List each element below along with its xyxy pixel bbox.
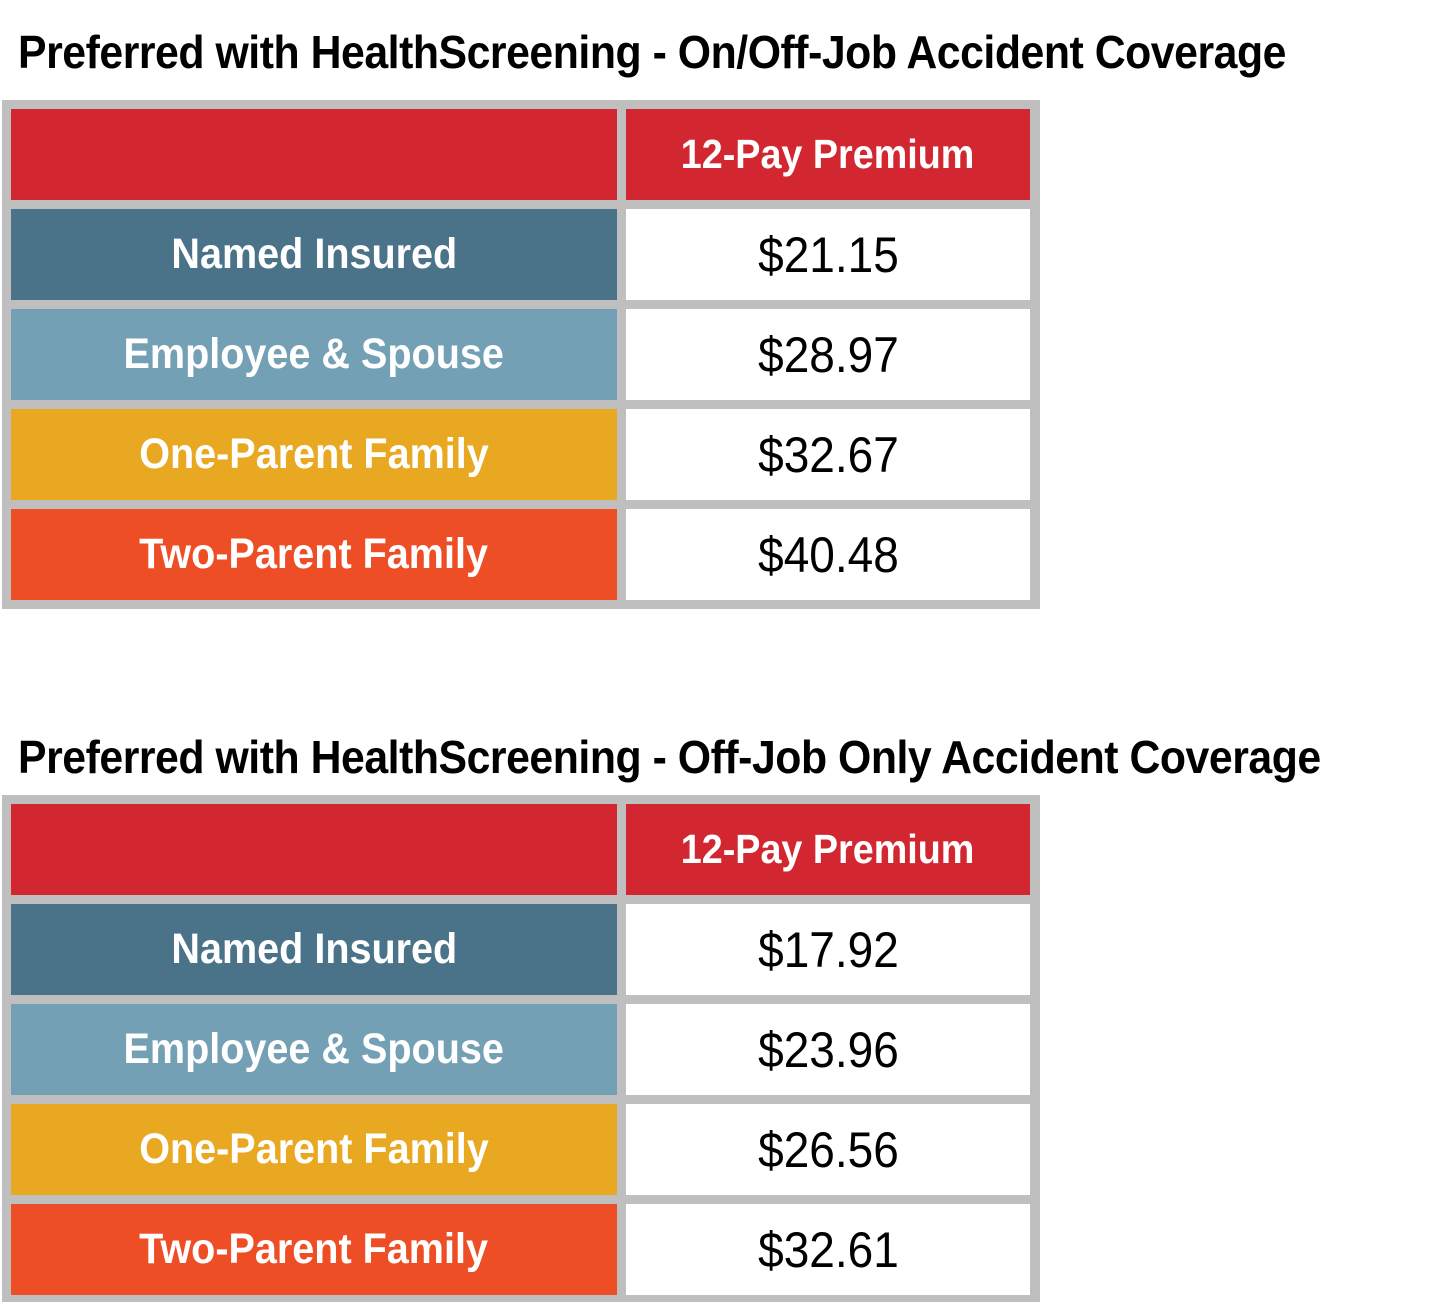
row-label: Two-Parent Family <box>139 530 489 578</box>
table2-premium-header-label: 12-Pay Premium <box>681 826 975 872</box>
row-label: Employee & Spouse <box>123 1025 505 1073</box>
row-value: $40.48 <box>757 526 899 583</box>
row-label: Named Insured <box>171 230 457 278</box>
row-label: Two-Parent Family <box>139 1225 489 1273</box>
table2-row-named-insured-label-cell: Named Insured <box>11 904 617 995</box>
table1-row-two-parent-family-value-cell: $40.48 <box>626 509 1030 600</box>
table2-row-employee-spouse-label-cell: Employee & Spouse <box>11 1004 617 1095</box>
table1-row-employee-spouse-label-cell: Employee & Spouse <box>11 309 617 400</box>
table2-header-corner-cell <box>11 804 617 895</box>
row-value: $23.96 <box>757 1021 899 1078</box>
table2-row-named-insured-value-cell: $17.92 <box>626 904 1030 995</box>
row-value: $32.67 <box>757 426 899 483</box>
rate-table-onoff-job: 12-Pay Premium Named Insured $21.15 Empl… <box>2 100 1040 609</box>
table2-row-one-parent-family-label-cell: One-Parent Family <box>11 1104 617 1195</box>
table1-row-one-parent-family-value-cell: $32.67 <box>626 409 1030 500</box>
table1-row-one-parent-family-label-cell: One-Parent Family <box>11 409 617 500</box>
row-value: $28.97 <box>757 326 899 383</box>
table1-header-corner-cell <box>11 109 617 200</box>
table1-row-named-insured-label-cell: Named Insured <box>11 209 617 300</box>
row-label: Employee & Spouse <box>123 330 505 378</box>
table2-row-two-parent-family-label-cell: Two-Parent Family <box>11 1204 617 1295</box>
rate-table-offjob-only: 12-Pay Premium Named Insured $17.92 Empl… <box>2 795 1040 1302</box>
table2-title: Preferred with HealthScreening - Off-Job… <box>18 731 1321 783</box>
row-value: $32.61 <box>757 1221 899 1278</box>
table1-premium-column-header: 12-Pay Premium <box>626 109 1030 200</box>
table1-row-named-insured-value-cell: $21.15 <box>626 209 1030 300</box>
table2-row-employee-spouse-value-cell: $23.96 <box>626 1004 1030 1095</box>
row-value: $26.56 <box>757 1121 899 1178</box>
row-value: $21.15 <box>757 226 899 283</box>
row-label: One-Parent Family <box>139 430 489 478</box>
table1-premium-header-label: 12-Pay Premium <box>681 131 975 177</box>
table2-row-two-parent-family-value-cell: $32.61 <box>626 1204 1030 1295</box>
row-label: One-Parent Family <box>139 1125 489 1173</box>
table1-row-employee-spouse-value-cell: $28.97 <box>626 309 1030 400</box>
table1-title: Preferred with HealthScreening - On/Off-… <box>18 26 1286 78</box>
table2-row-one-parent-family-value-cell: $26.56 <box>626 1104 1030 1195</box>
table1-row-two-parent-family-label-cell: Two-Parent Family <box>11 509 617 600</box>
row-value: $17.92 <box>757 921 899 978</box>
table2-premium-column-header: 12-Pay Premium <box>626 804 1030 895</box>
row-label: Named Insured <box>171 925 457 973</box>
page: Preferred with HealthScreening - On/Off-… <box>0 26 1443 1302</box>
